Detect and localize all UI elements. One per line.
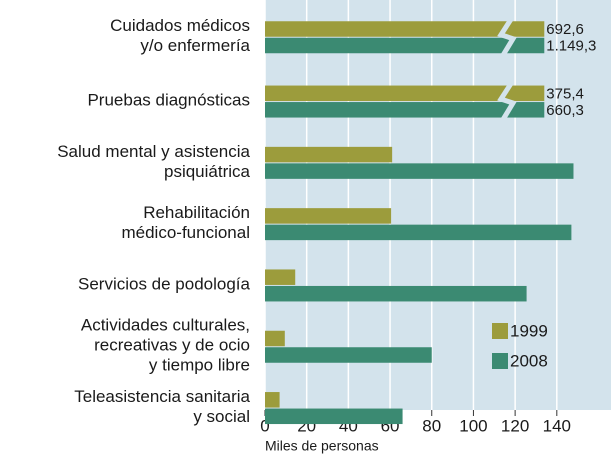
x-tick-label: 100 (459, 416, 487, 435)
bar (265, 285, 527, 302)
legend-swatch (492, 323, 508, 339)
value-label: 660,3 (546, 102, 584, 119)
bar (265, 102, 545, 118)
bar (265, 85, 545, 102)
x-axis-label: Miles de personas (265, 438, 379, 454)
x-tick-label: 80 (422, 416, 441, 435)
axis-break (497, 17, 517, 57)
category-label: y tiempo libre (149, 356, 250, 375)
axis-break (497, 82, 517, 121)
value-label: 692,6 (546, 21, 584, 38)
category-label: Servicios de podología (78, 274, 251, 293)
category-label: Rehabilitación (143, 203, 250, 222)
bar (265, 408, 403, 425)
bar (265, 224, 572, 241)
bar (265, 347, 432, 363)
category-label: Actividades culturales, (81, 316, 250, 335)
x-tick-label: 120 (501, 416, 529, 435)
value-label: 375,4 (546, 85, 584, 102)
bar (265, 269, 296, 285)
bar (265, 330, 285, 347)
bar (265, 163, 574, 179)
bar (265, 21, 545, 37)
category-label: Salud mental y asistencia (57, 142, 250, 161)
category-label: y social (193, 407, 250, 426)
category-label: recreativas y de ocio (94, 336, 250, 355)
x-tick-label: 140 (543, 416, 571, 435)
bar (265, 392, 280, 408)
bar (265, 146, 393, 163)
category-label: psiquiátrica (164, 162, 251, 181)
bar (265, 208, 392, 224)
category-label: Pruebas diagnósticas (87, 91, 250, 110)
category-label: médico-funcional (121, 223, 250, 242)
category-label: Cuidados médicos (110, 16, 250, 35)
x-tick-label: 0 (260, 416, 269, 435)
legend-swatch (492, 353, 508, 369)
legend-label: 2008 (510, 351, 548, 370)
legend-label: 1999 (510, 321, 548, 340)
category-label: Teleasistencia sanitaria (74, 387, 250, 406)
bar (265, 37, 545, 54)
category-label: y/o enfermería (140, 36, 250, 55)
plot-background (265, 0, 611, 410)
value-label: 1.149,3 (546, 37, 596, 54)
